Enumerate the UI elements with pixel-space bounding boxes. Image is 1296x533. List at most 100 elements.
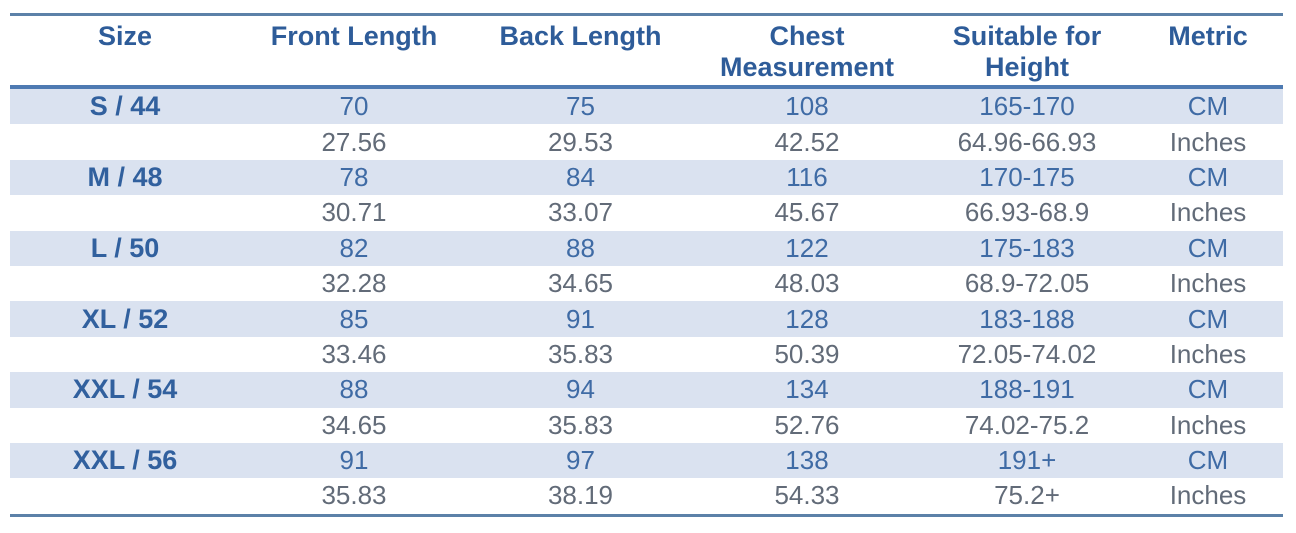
cell-front-length: 85 [339, 303, 369, 334]
cell-back-length: 91 [566, 303, 595, 334]
table-row: XXL / 56 91 97 138 191+ CM [10, 442, 1283, 479]
cell-chest-measurement: 52.76 [774, 409, 840, 440]
column-header-front-length-label: Front Length [270, 21, 438, 51]
table-row: 34.65 35.83 52.76 74.02-75.2 Inches [10, 408, 1283, 443]
table-row: 32.28 34.65 48.03 68.9-72.05 Inches [10, 266, 1283, 301]
table-row: S / 44 70 75 108 165-170 CM [10, 89, 1283, 125]
table-row: 30.71 33.07 45.67 66.93-68.9 Inches [10, 195, 1283, 230]
cell-chest-measurement: 50.39 [774, 338, 840, 369]
cell-chest-measurement: 138 [785, 445, 829, 476]
table-row: 33.46 35.83 50.39 72.05-74.02 Inches [10, 337, 1283, 372]
cell-chest-measurement: 116 [786, 161, 828, 192]
cell-front-length: 91 [339, 445, 369, 476]
cell-suitable-for-height: 66.93-68.9 [964, 197, 1090, 228]
cell-chest-measurement: 122 [785, 232, 829, 263]
cell-metric: CM [1187, 303, 1229, 334]
cell-metric: Inches [1169, 409, 1247, 440]
cell-back-length: 88 [566, 232, 595, 263]
table-header-row: Size Front Length Back Length Chest Meas… [10, 16, 1283, 85]
cell-metric: Inches [1169, 338, 1247, 369]
cell-suitable-for-height: 165-170 [979, 91, 1075, 122]
cell-suitable-for-height: 64.96-66.93 [957, 126, 1097, 157]
cell-chest-measurement: 128 [785, 303, 829, 334]
table-row: L / 50 82 88 122 175-183 CM [10, 230, 1283, 266]
cell-front-length: 34.65 [321, 409, 387, 440]
cell-back-length: 35.83 [547, 409, 614, 440]
cell-back-length: 94 [566, 374, 595, 405]
cell-back-length: 33.07 [547, 197, 614, 228]
cell-metric: CM [1187, 232, 1229, 263]
cell-back-length: 97 [566, 445, 595, 476]
cell-metric: Inches [1169, 126, 1247, 157]
cell-metric: Inches [1169, 197, 1247, 228]
cell-front-length: 30.71 [321, 197, 387, 228]
table-row: XL / 52 85 91 128 183-188 CM [10, 301, 1283, 337]
cell-chest-measurement: 45.67 [774, 197, 840, 228]
cell-metric: CM [1187, 161, 1229, 192]
cell-size [10, 478, 240, 513]
cell-suitable-for-height: 191+ [997, 445, 1057, 476]
cell-chest-measurement: 42.52 [774, 126, 840, 157]
cell-back-length: 75 [566, 91, 595, 122]
table-bottom-border [10, 513, 1283, 517]
table-top-border [10, 13, 1283, 16]
cell-suitable-for-height: 74.02-75.2 [964, 409, 1090, 440]
cell-chest-measurement: 48.03 [774, 268, 840, 299]
cell-size [10, 408, 240, 443]
cell-metric: CM [1187, 445, 1229, 476]
cell-metric: Inches [1169, 268, 1247, 299]
cell-chest-measurement: 108 [785, 91, 829, 122]
cell-back-length: 34.65 [547, 268, 614, 299]
cell-front-length: 33.46 [321, 338, 387, 369]
cell-suitable-for-height: 72.05-74.02 [957, 338, 1097, 369]
table-row: 27.56 29.53 42.52 64.96-66.93 Inches [10, 124, 1283, 159]
column-header-back-length-label: Back Length [499, 21, 662, 51]
column-header-metric: Metric [1133, 16, 1283, 52]
cell-size: M / 48 [87, 161, 163, 192]
cell-size: S / 44 [89, 91, 161, 122]
cell-front-length: 70 [339, 91, 369, 122]
cell-suitable-for-height: 170-175 [979, 161, 1075, 192]
cell-size [10, 266, 240, 301]
column-header-chest-measurement-label: Chest Measurement [719, 21, 895, 82]
cell-suitable-for-height: 188-191 [979, 374, 1075, 405]
column-header-size: Size [10, 16, 240, 52]
cell-back-length: 35.83 [547, 338, 614, 369]
cell-suitable-for-height: 183-188 [979, 303, 1075, 334]
cell-size: XL / 52 [81, 303, 169, 334]
cell-metric: Inches [1169, 480, 1247, 511]
cell-metric: CM [1187, 374, 1229, 405]
table-header-underline [10, 85, 1283, 89]
column-header-back-length: Back Length [468, 16, 693, 52]
column-header-front-length: Front Length [240, 16, 468, 52]
table-row: M / 48 78 84 116 170-175 CM [10, 159, 1283, 196]
cell-front-length: 82 [339, 232, 369, 263]
column-header-suitable-for-height: Suitable for Height [921, 16, 1133, 83]
cell-back-length: 29.53 [547, 126, 614, 157]
cell-chest-measurement: 54.33 [774, 480, 840, 511]
cell-suitable-for-height: 175-183 [979, 232, 1075, 263]
cell-size: XXL / 56 [72, 445, 178, 476]
cell-front-length: 78 [339, 161, 369, 192]
cell-suitable-for-height: 68.9-72.05 [964, 268, 1090, 299]
column-header-size-label: Size [97, 21, 153, 51]
column-header-metric-label: Metric [1168, 21, 1248, 51]
cell-back-length: 84 [566, 161, 595, 192]
size-chart-table: Size Front Length Back Length Chest Meas… [10, 13, 1283, 517]
cell-front-length: 35.83 [321, 480, 387, 511]
cell-front-length: 27.56 [321, 126, 387, 157]
table-body: S / 44 70 75 108 165-170 CM 27.56 29.53 … [10, 89, 1283, 514]
cell-suitable-for-height: 75.2+ [994, 480, 1060, 511]
cell-size: XXL / 54 [72, 374, 178, 405]
table-row: 35.83 38.19 54.33 75.2+ Inches [10, 478, 1283, 513]
table-row: XXL / 54 88 94 134 188-191 CM [10, 372, 1283, 408]
cell-size [10, 195, 240, 230]
cell-front-length: 32.28 [321, 268, 387, 299]
cell-front-length: 88 [339, 374, 369, 405]
cell-size [10, 124, 240, 159]
cell-back-length: 38.19 [547, 480, 614, 511]
cell-metric: CM [1187, 91, 1229, 122]
cell-size [10, 337, 240, 372]
column-header-suitable-for-height-label: Suitable for Height [952, 21, 1102, 82]
column-header-chest-measurement: Chest Measurement [693, 16, 921, 83]
